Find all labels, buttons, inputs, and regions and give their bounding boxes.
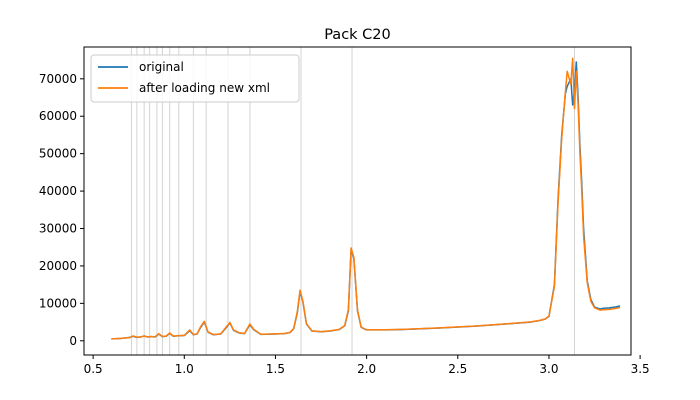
legend-label-1: after loading new xml <box>139 81 270 95</box>
y-tick-label: 30000 <box>39 222 77 236</box>
x-tick-label: 0.5 <box>84 362 103 376</box>
x-tick-label: 3.0 <box>539 362 558 376</box>
y-tick-label: 20000 <box>39 259 77 273</box>
legend-label-0: original <box>139 60 184 74</box>
x-tick-label: 2.5 <box>448 362 467 376</box>
y-tick-label: 60000 <box>39 109 77 123</box>
series-line-1 <box>111 57 621 340</box>
y-tick-label: 70000 <box>39 72 77 86</box>
x-axis-ticks: 0.5 1.0 1.5 2.0 2.5 3.0 3.5 <box>84 355 650 376</box>
y-tick-label: 0 <box>69 334 77 348</box>
axes-frame <box>83 46 632 356</box>
x-tick-label: 2.0 <box>357 362 376 376</box>
x-tick-label: 1.5 <box>266 362 285 376</box>
legend: original after loading new xml <box>90 54 300 103</box>
chart-title: Pack C20 <box>324 27 391 43</box>
legend-box <box>90 54 300 103</box>
y-tick-label: 40000 <box>39 184 77 198</box>
y-tick-label: 10000 <box>39 296 77 310</box>
series-line-0 <box>111 61 621 340</box>
x-tick-label: 3.5 <box>631 362 650 376</box>
x-tick-label: 1.0 <box>175 362 194 376</box>
series-layer <box>111 57 621 340</box>
y-tick-label: 50000 <box>39 147 77 161</box>
y-axis-ticks: 0 10000 20000 30000 40000 50000 60000 70000 <box>39 72 84 348</box>
